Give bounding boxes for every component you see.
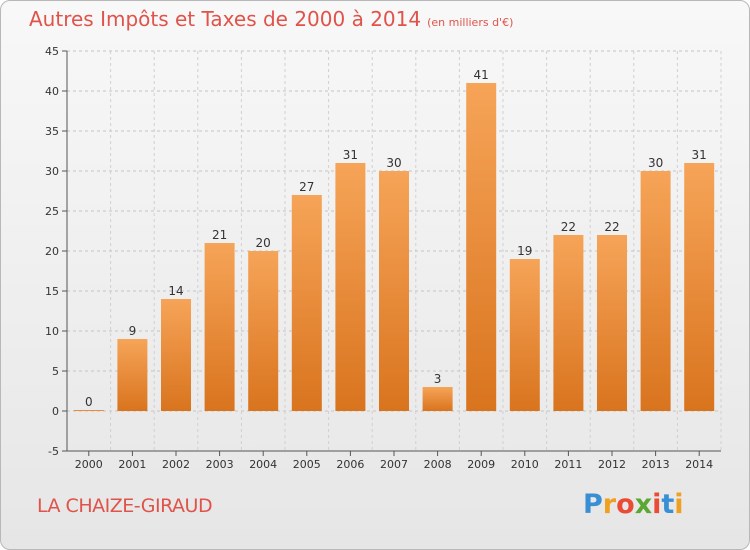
bar-value-label: 31 [343,148,358,162]
bar [248,251,279,411]
bar-value-label: 14 [168,284,183,298]
bar-value-label: 21 [212,228,227,242]
bar-value-label: 9 [129,324,137,338]
bar [553,235,584,411]
bar-value-label: 27 [299,180,314,194]
x-tick-label: 2011 [554,458,582,471]
logo-letter: o [616,489,635,520]
x-tick-label: 2004 [249,458,277,471]
bar [597,235,627,411]
chart-title-unit: (en milliers d'€) [427,16,514,29]
y-tick-label: 15 [45,285,59,298]
axes [62,50,721,456]
y-tick-label: 5 [52,365,59,378]
bar [161,299,191,411]
logo-letter: t [661,489,675,520]
logo-letter: i [652,489,662,520]
logo-letter: x [634,489,653,520]
bar-value-label: 0 [85,395,93,409]
x-tick-label: 2002 [162,458,190,471]
x-tick-label: 2008 [424,458,452,471]
bar [335,163,366,411]
x-tick-label: 2013 [642,458,670,471]
bar [204,243,235,411]
x-tick-label: 2009 [467,458,495,471]
bar-value-label: 22 [604,220,619,234]
bar-value-label: 41 [474,68,489,82]
bar [466,83,497,411]
x-tick-label: 2010 [511,458,539,471]
y-tick-label: 45 [45,45,59,58]
x-tick-label: 2005 [293,458,321,471]
bars [73,83,715,411]
x-tick-label: 2003 [206,458,234,471]
bar-value-label: 20 [256,236,271,250]
bar-value-label: 19 [517,244,532,258]
x-tick-label: 2006 [336,458,364,471]
bar [509,259,540,411]
x-tick-label: 2007 [380,458,408,471]
bar [117,339,148,411]
bar [684,163,715,411]
y-tick-label: 30 [45,165,59,178]
bar [291,195,322,411]
logo-letter: P [583,489,603,520]
bar-value-label: 30 [648,156,663,170]
chart-title: Autres Impôts et Taxes de 2000 à 2014 (en… [29,7,513,31]
bar [640,171,671,411]
y-tick-label: 0 [52,405,59,418]
x-tick-label: 2012 [598,458,626,471]
bar-value-label: 31 [692,148,707,162]
y-tick-label: 20 [45,245,59,258]
bar [422,387,453,411]
bar-value-label: 30 [386,156,401,170]
x-tick-label: 2000 [75,458,103,471]
bar-value-label: 3 [434,372,442,386]
y-tick-label: 35 [45,125,59,138]
logo-letter: i [674,489,684,520]
commune-name: LA CHAIZE-GIRAUD [37,495,213,517]
y-tick-label: 25 [45,205,59,218]
x-tick-label: 2014 [685,458,713,471]
bar [379,171,409,411]
y-tick-label: 40 [45,85,59,98]
proxiti-logo: Proxiti [583,489,684,520]
bar [73,410,104,411]
y-tick-label: -5 [48,445,59,458]
y-tick-label: 10 [45,325,59,338]
logo-letter: r [602,489,617,520]
x-tick-label: 2001 [118,458,146,471]
bar-value-label: 22 [561,220,576,234]
labels: -5 0 5 10 15 20 25 30 35 40 45 0 2000 9 2001 14 2002 21 20… [45,45,713,471]
chart-title-main: Autres Impôts et Taxes de 2000 à 2014 [29,7,422,31]
